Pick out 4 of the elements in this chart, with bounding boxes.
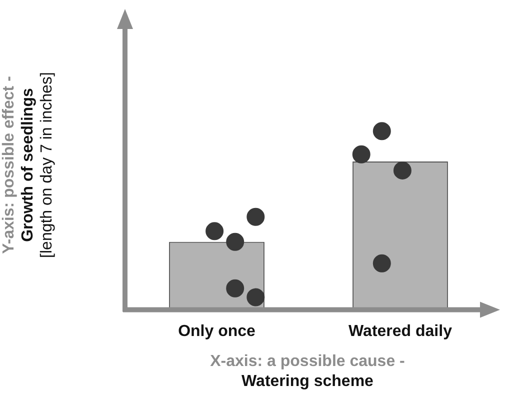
x-tick-label: Watered daily [348, 322, 452, 340]
y-axis-title: Y-axis: possible effect - Growth of seedlings [length on day 7 in inches] [0, 71, 56, 260]
x-axis-title: X-axis: a possible cause - Watering scheme [209, 352, 406, 392]
x-tick-label: Only once [178, 322, 256, 340]
